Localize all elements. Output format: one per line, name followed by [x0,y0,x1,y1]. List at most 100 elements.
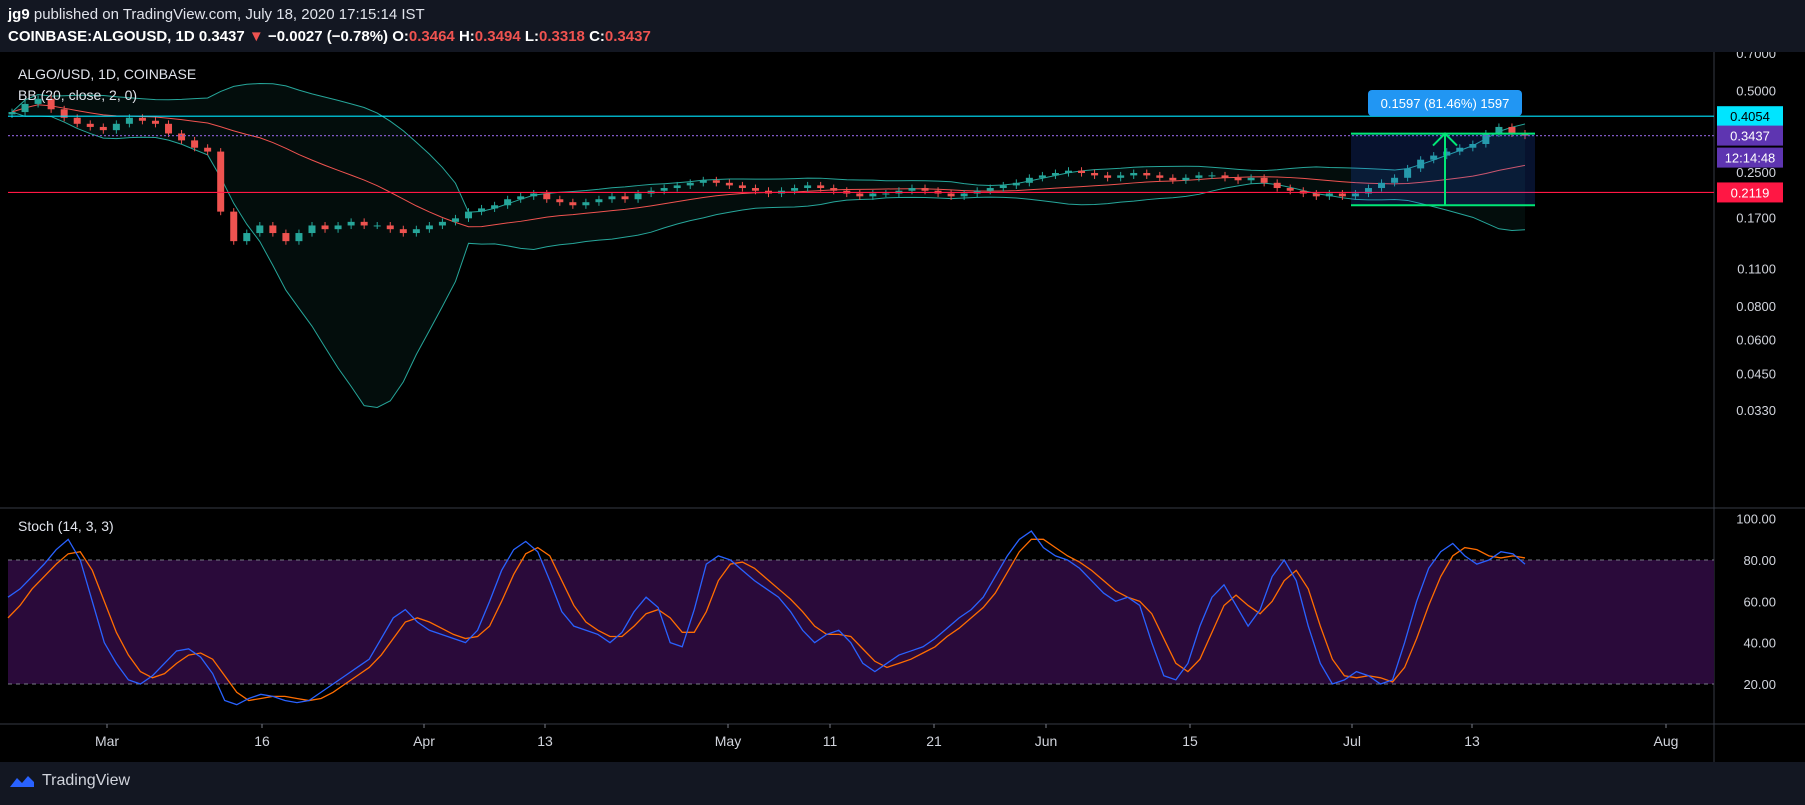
candle-up[interactable] [125,117,133,124]
candle-up[interactable] [373,225,381,227]
candle-up[interactable] [530,193,538,197]
publisher-name[interactable]: jg9 [8,6,30,23]
candle-down[interactable] [60,109,68,118]
candles[interactable] [8,95,1529,245]
candle-down[interactable] [399,229,407,234]
candle-up[interactable] [465,211,473,219]
candle-down[interactable] [621,196,629,200]
candle-down[interactable] [321,225,329,230]
candle-down[interactable] [738,185,746,189]
candle-down[interactable] [269,225,277,234]
price-axis[interactable]: 0.7000 0.5000 0.2500 0.1700 0.1100 0.0800 0.06… [1717,52,1783,692]
candle-up[interactable] [1325,193,1333,197]
brand-name[interactable]: TradingView [42,772,131,789]
candle-down[interactable] [1286,188,1294,191]
bb-indicator-label[interactable]: BB (20, close, 2, 0) [18,87,137,103]
candle-up[interactable] [21,103,29,113]
candle-up[interactable] [1482,133,1490,144]
candle-up[interactable] [1182,177,1190,181]
candle-down[interactable] [1091,173,1099,176]
candle-down[interactable] [543,193,551,200]
time-axis[interactable]: Mar 16 Apr 13 May 11 21 Jun 15 Jul 13 Aug [95,724,1679,749]
candle-up[interactable] [999,185,1007,189]
candle-up[interactable] [595,199,603,203]
candle-down[interactable] [360,221,368,226]
candle-up[interactable] [412,229,420,234]
candle-up[interactable] [791,188,799,191]
candle-down[interactable] [86,123,94,127]
candle-down[interactable] [204,147,212,152]
candle-down[interactable] [856,193,864,197]
candle-down[interactable] [99,126,107,131]
candle-up[interactable] [1378,182,1386,189]
candle-up[interactable] [334,225,342,230]
candle-up[interactable] [1469,143,1477,148]
candle-down[interactable] [165,123,173,134]
candle-down[interactable] [217,151,225,212]
candle-up[interactable] [1064,170,1072,174]
candle-up[interactable] [1456,147,1464,152]
candle-down[interactable] [386,225,394,230]
candle-up[interactable] [882,193,890,195]
candle-up[interactable] [256,225,264,234]
candle-up[interactable] [34,98,42,104]
candle-up[interactable] [634,193,642,200]
candle-up[interactable] [517,196,525,200]
measure-box[interactable] [1351,133,1535,206]
candle-down[interactable] [712,180,720,183]
candle-up[interactable] [1430,155,1438,160]
candle-up[interactable] [582,202,590,206]
candle-down[interactable] [47,98,55,110]
candle-down[interactable] [569,202,577,206]
candle-down[interactable] [138,117,146,121]
candle-up[interactable] [1208,175,1216,177]
candle-down[interactable] [947,193,955,197]
candle-down[interactable] [1312,193,1320,197]
candle-up[interactable] [308,225,316,234]
candle-down[interactable] [1508,126,1516,134]
candle-up[interactable] [1117,175,1125,178]
chart-canvas[interactable]: 0.1597 (81.46%) 1597 0.70000.50000.25000… [0,52,1805,762]
candle-down[interactable] [1338,193,1346,197]
candle-up[interactable] [1351,193,1359,197]
candle-down[interactable] [1143,173,1151,176]
stoch-indicator-label[interactable]: Stoch (14, 3, 3) [18,518,114,534]
price-range-tool[interactable]: 0.1597 (81.46%) 1597 [1351,90,1535,207]
candle-down[interactable] [725,182,733,186]
candle-up[interactable] [1130,173,1138,176]
candle-up[interactable] [1051,173,1059,176]
candle-up[interactable] [1443,151,1451,156]
candle-up[interactable] [1025,177,1033,183]
candle-up[interactable] [112,123,120,131]
candle-down[interactable] [191,140,199,148]
candle-up[interactable] [1247,177,1255,181]
candle-up[interactable] [986,188,994,191]
candle-down[interactable] [1078,170,1086,174]
candle-up[interactable] [1417,159,1425,169]
candle-up[interactable] [673,185,681,189]
candle-up[interactable] [686,182,694,186]
candle-up[interactable] [243,233,251,242]
candle-up[interactable] [608,196,616,200]
candle-up[interactable] [478,208,486,212]
candle-down[interactable] [1156,175,1164,178]
candle-up[interactable] [504,199,512,206]
candle-up[interactable] [1495,126,1503,134]
candle-up[interactable] [1038,175,1046,178]
candle-down[interactable] [1260,177,1268,183]
candle-up[interactable] [438,221,446,226]
candle-down[interactable] [830,188,838,191]
candle-up[interactable] [908,188,916,191]
candle-down[interactable] [1221,175,1229,178]
candle-up[interactable] [1391,177,1399,183]
candle-down[interactable] [1169,177,1177,181]
candle-down[interactable] [230,211,238,242]
candle-up[interactable] [491,205,499,209]
candle-down[interactable] [73,117,81,124]
candle-up[interactable] [425,225,433,230]
candle-down[interactable] [921,188,929,191]
candle-up[interactable] [869,193,877,197]
candle-up[interactable] [295,233,303,242]
candle-down[interactable] [282,233,290,242]
candle-up[interactable] [1404,168,1412,178]
